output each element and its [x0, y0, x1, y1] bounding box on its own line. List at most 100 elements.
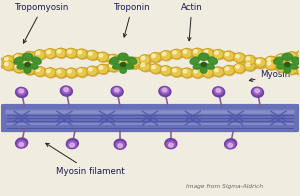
Ellipse shape — [25, 62, 30, 67]
Ellipse shape — [226, 141, 235, 148]
Ellipse shape — [19, 143, 24, 146]
Ellipse shape — [24, 65, 34, 75]
Ellipse shape — [161, 51, 172, 61]
Text: Myosin: Myosin — [249, 70, 291, 82]
Ellipse shape — [114, 139, 126, 149]
Ellipse shape — [190, 57, 200, 64]
Ellipse shape — [22, 53, 33, 61]
Text: Actin: Actin — [181, 3, 203, 41]
Ellipse shape — [87, 50, 98, 60]
Ellipse shape — [36, 52, 40, 54]
Ellipse shape — [26, 67, 29, 70]
Ellipse shape — [111, 86, 123, 96]
Ellipse shape — [169, 143, 173, 147]
Ellipse shape — [204, 70, 208, 73]
Ellipse shape — [108, 62, 119, 72]
Ellipse shape — [88, 52, 92, 55]
Ellipse shape — [3, 61, 13, 70]
FancyBboxPatch shape — [0, 105, 300, 132]
Ellipse shape — [276, 63, 286, 72]
Ellipse shape — [299, 52, 300, 55]
Ellipse shape — [297, 50, 300, 60]
Ellipse shape — [203, 68, 214, 78]
Ellipse shape — [0, 58, 3, 68]
Ellipse shape — [224, 52, 235, 61]
Ellipse shape — [130, 60, 140, 69]
Ellipse shape — [151, 64, 161, 74]
Ellipse shape — [203, 49, 214, 59]
Ellipse shape — [152, 54, 155, 57]
Ellipse shape — [245, 62, 256, 71]
Ellipse shape — [115, 88, 119, 92]
Ellipse shape — [62, 87, 70, 94]
Ellipse shape — [17, 141, 26, 147]
Ellipse shape — [118, 57, 129, 66]
Ellipse shape — [110, 64, 113, 67]
Ellipse shape — [183, 70, 187, 73]
Ellipse shape — [0, 59, 4, 68]
Ellipse shape — [297, 66, 300, 76]
Ellipse shape — [14, 57, 23, 64]
Ellipse shape — [161, 66, 172, 76]
Ellipse shape — [68, 70, 71, 73]
Ellipse shape — [77, 68, 88, 78]
Ellipse shape — [278, 56, 281, 59]
Ellipse shape — [57, 50, 61, 53]
Ellipse shape — [277, 64, 286, 69]
Text: Image from Sigma-Aldrich: Image from Sigma-Aldrich — [186, 184, 263, 189]
Ellipse shape — [172, 68, 182, 77]
Ellipse shape — [25, 66, 35, 75]
Ellipse shape — [24, 67, 31, 73]
Ellipse shape — [118, 53, 128, 61]
Ellipse shape — [235, 64, 245, 74]
Ellipse shape — [257, 59, 260, 63]
Ellipse shape — [194, 50, 197, 53]
Ellipse shape — [214, 88, 223, 94]
Ellipse shape — [120, 62, 126, 67]
Ellipse shape — [256, 58, 266, 68]
Ellipse shape — [119, 60, 130, 70]
Ellipse shape — [129, 57, 140, 67]
Ellipse shape — [287, 65, 298, 75]
Ellipse shape — [56, 69, 67, 78]
Ellipse shape — [55, 48, 66, 58]
Ellipse shape — [162, 52, 166, 55]
Ellipse shape — [183, 50, 187, 53]
Ellipse shape — [29, 64, 38, 69]
Ellipse shape — [109, 55, 119, 64]
Ellipse shape — [46, 69, 50, 73]
Ellipse shape — [99, 54, 103, 57]
Ellipse shape — [98, 52, 108, 62]
Ellipse shape — [150, 64, 160, 74]
Ellipse shape — [15, 55, 19, 58]
Ellipse shape — [0, 58, 3, 68]
Ellipse shape — [55, 68, 66, 78]
Ellipse shape — [182, 48, 192, 58]
Ellipse shape — [14, 64, 25, 73]
Ellipse shape — [274, 57, 283, 64]
Ellipse shape — [246, 57, 250, 60]
Ellipse shape — [66, 68, 76, 78]
Ellipse shape — [119, 57, 130, 67]
Ellipse shape — [78, 69, 82, 72]
Ellipse shape — [255, 58, 266, 67]
Ellipse shape — [0, 59, 4, 68]
Ellipse shape — [13, 63, 24, 73]
Ellipse shape — [162, 88, 167, 92]
Ellipse shape — [120, 58, 124, 62]
Ellipse shape — [171, 67, 181, 77]
Ellipse shape — [76, 67, 87, 77]
Ellipse shape — [182, 68, 192, 78]
Ellipse shape — [32, 57, 41, 64]
Ellipse shape — [292, 57, 300, 64]
Ellipse shape — [98, 65, 109, 74]
Ellipse shape — [182, 49, 193, 59]
Ellipse shape — [35, 50, 46, 60]
Ellipse shape — [3, 56, 13, 65]
Ellipse shape — [299, 68, 300, 71]
Ellipse shape — [16, 138, 28, 148]
Ellipse shape — [124, 64, 134, 69]
Ellipse shape — [213, 49, 224, 59]
Ellipse shape — [199, 53, 209, 61]
Ellipse shape — [78, 51, 82, 54]
